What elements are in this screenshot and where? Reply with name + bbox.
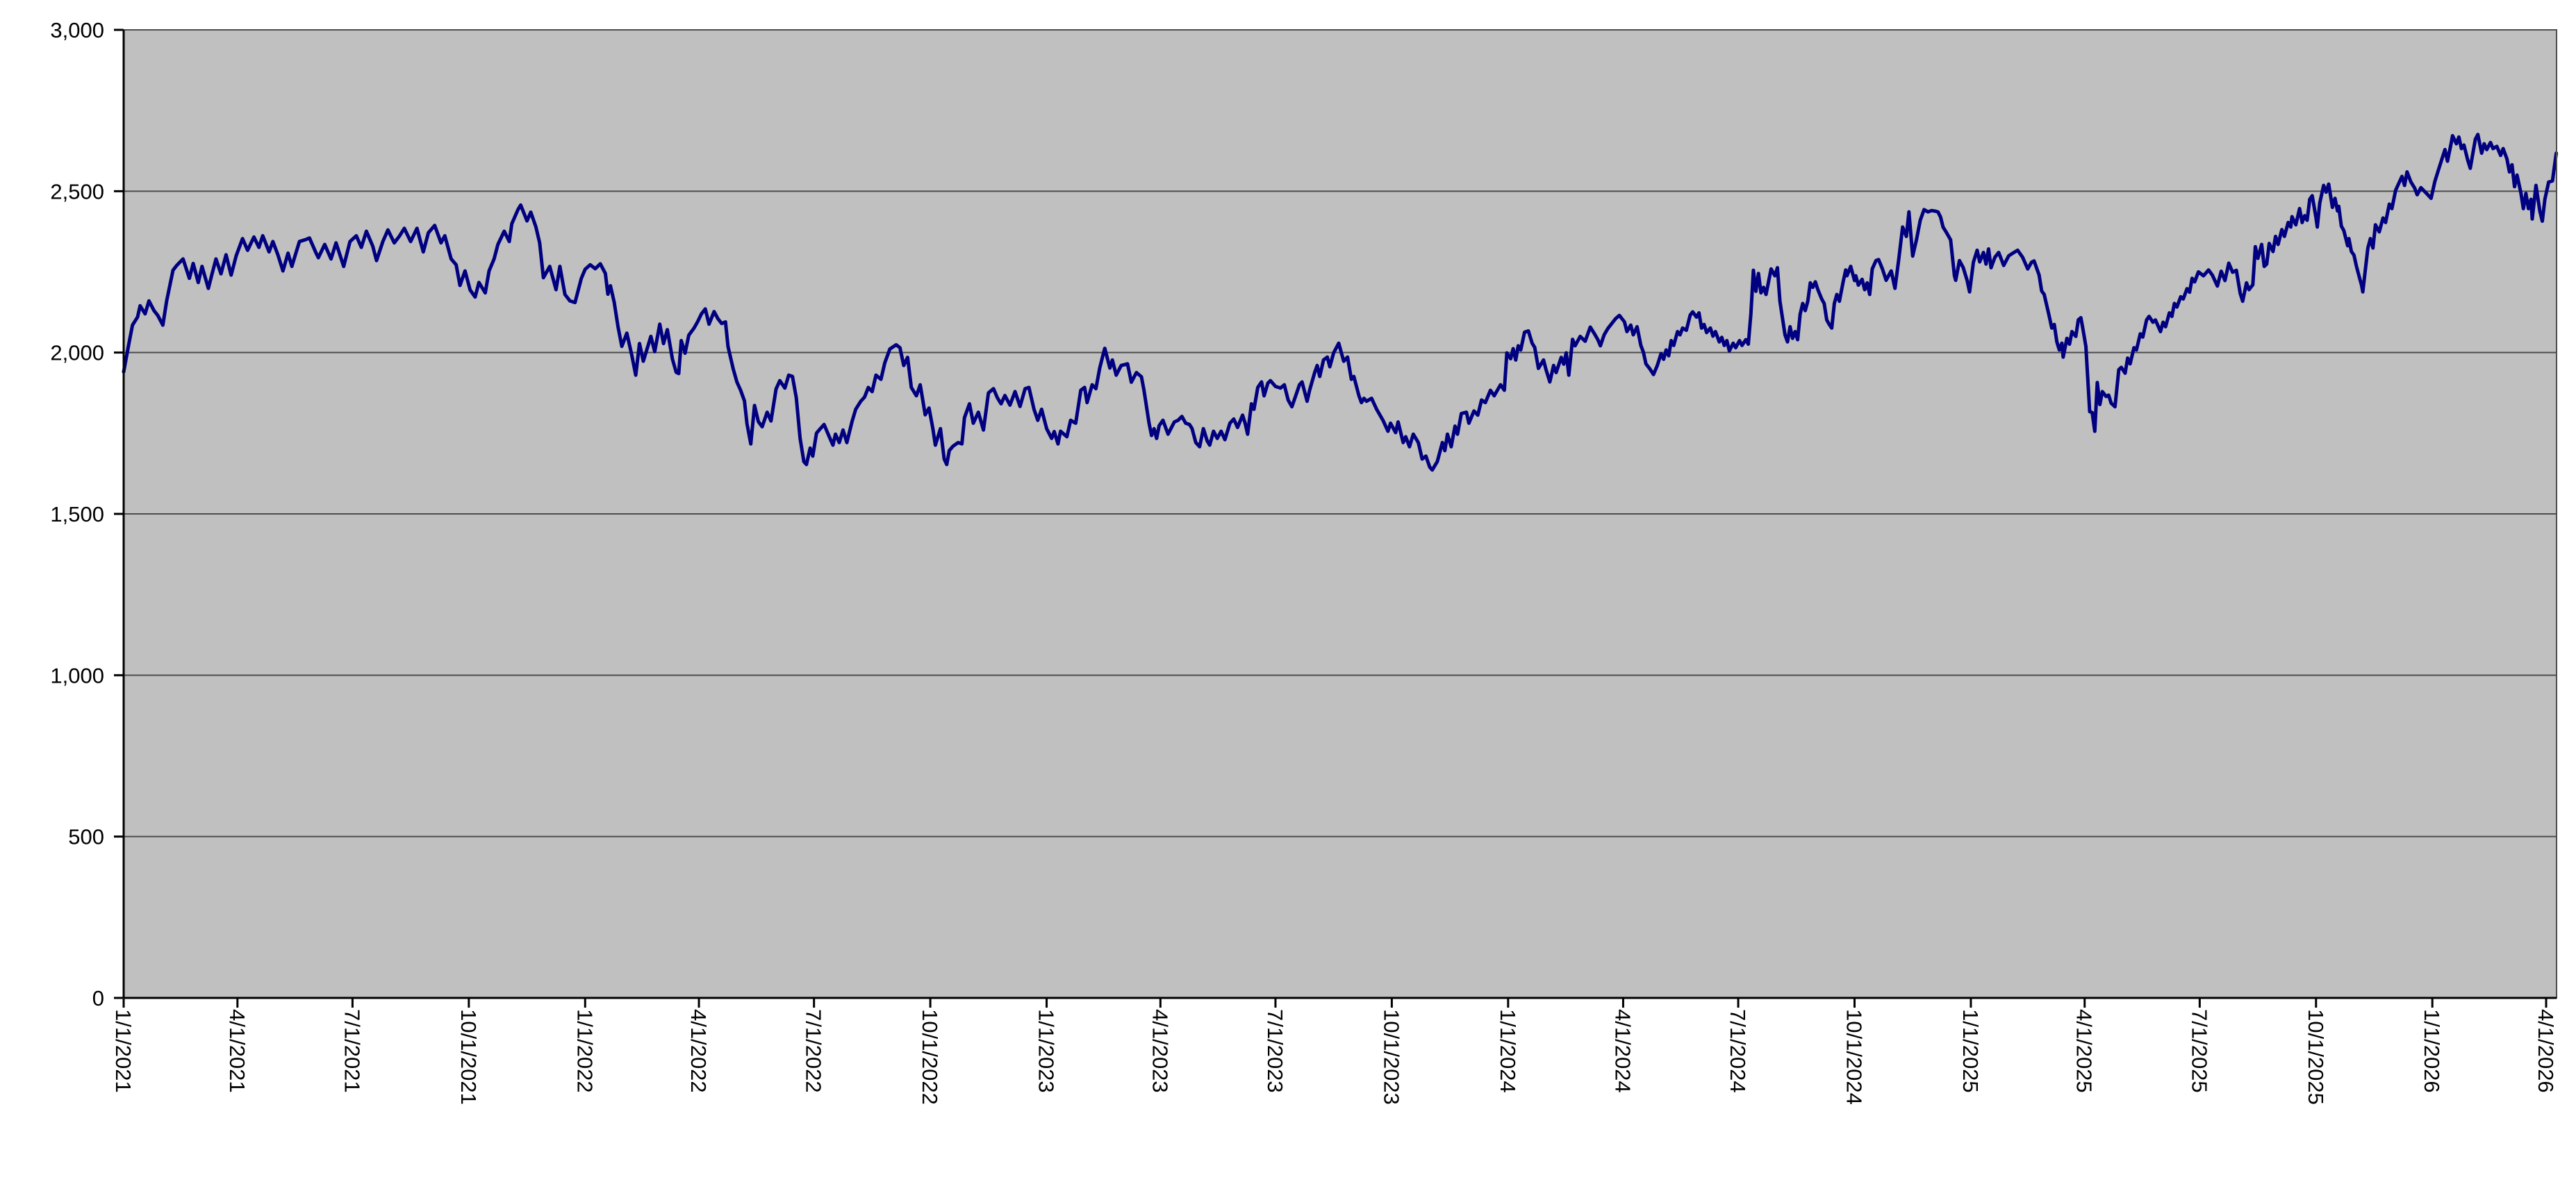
y-axis-tick-label: 2,500 <box>50 179 104 203</box>
x-axis-tick-label: 10/1/2024 <box>1842 1009 1866 1105</box>
x-axis-tick-label: 7/1/2023 <box>1263 1009 1287 1093</box>
x-axis-tick-label: 10/1/2023 <box>1379 1009 1403 1105</box>
x-axis-tick-label: 1/1/2023 <box>1034 1009 1059 1093</box>
x-axis-tick-label: 7/1/2022 <box>802 1009 826 1093</box>
x-axis-tick-label: 4/1/2025 <box>2072 1009 2097 1093</box>
x-axis-tick-label: 10/1/2022 <box>918 1009 942 1105</box>
x-axis-tick-label: 1/1/2022 <box>572 1009 597 1093</box>
x-axis-tick-label: 1/1/2024 <box>1496 1009 1520 1093</box>
y-axis-tick-label: 1,500 <box>50 502 104 526</box>
x-axis-tick-label: 10/1/2021 <box>456 1009 481 1105</box>
x-axis-tick-label: 4/1/2022 <box>686 1009 711 1093</box>
x-axis-tick-label: 4/1/2024 <box>1610 1009 1635 1093</box>
data-line-price <box>122 133 2559 472</box>
x-axis-tick-label: 7/1/2024 <box>1726 1009 1750 1093</box>
x-axis-tick-label: 1/1/2021 <box>111 1009 135 1093</box>
y-axis-tick-label: 0 <box>92 986 104 1010</box>
x-axis-tick-label: 4/1/2021 <box>225 1009 249 1093</box>
x-axis-tick-label: 4/1/2026 <box>2534 1009 2558 1093</box>
y-axis-tick-label: 1,000 <box>50 663 104 688</box>
y-axis-tick-label: 500 <box>68 825 104 849</box>
x-axis-tick-label: 7/1/2021 <box>340 1009 364 1093</box>
x-axis-tick-label: 7/1/2025 <box>2187 1009 2211 1093</box>
y-axis-tick-label: 3,000 <box>50 18 104 42</box>
x-axis-tick-label: 1/1/2025 <box>1958 1009 1983 1093</box>
y-axis-tick-label: 2,000 <box>50 341 104 365</box>
x-axis-tick-label: 10/1/2025 <box>2304 1009 2328 1105</box>
x-axis-tick-label: 4/1/2023 <box>1148 1009 1172 1093</box>
x-axis-tick-label: 1/1/2026 <box>2420 1009 2444 1093</box>
